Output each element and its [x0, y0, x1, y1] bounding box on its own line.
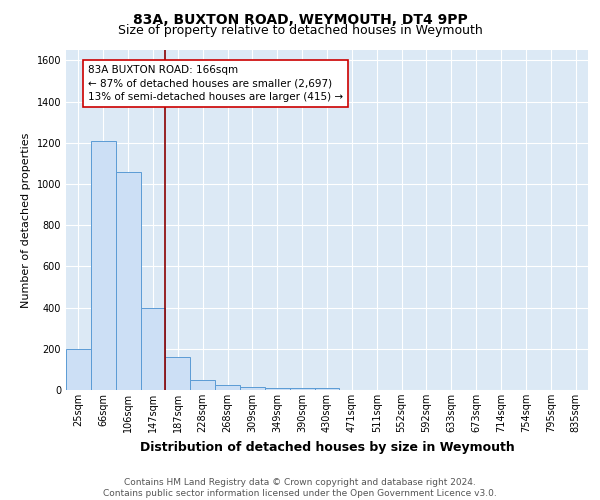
Bar — [190, 380, 215, 390]
X-axis label: Distribution of detached houses by size in Weymouth: Distribution of detached houses by size … — [140, 440, 514, 454]
Text: Size of property relative to detached houses in Weymouth: Size of property relative to detached ho… — [118, 24, 482, 37]
Text: Contains HM Land Registry data © Crown copyright and database right 2024.
Contai: Contains HM Land Registry data © Crown c… — [103, 478, 497, 498]
Text: 83A BUXTON ROAD: 166sqm
← 87% of detached houses are smaller (2,697)
13% of semi: 83A BUXTON ROAD: 166sqm ← 87% of detache… — [88, 66, 343, 102]
Bar — [290, 388, 314, 390]
Bar — [91, 140, 116, 390]
Bar — [265, 388, 290, 390]
Bar — [314, 388, 340, 390]
Text: 83A, BUXTON ROAD, WEYMOUTH, DT4 9PP: 83A, BUXTON ROAD, WEYMOUTH, DT4 9PP — [133, 12, 467, 26]
Bar — [116, 172, 140, 390]
Bar — [166, 357, 190, 390]
Bar — [215, 386, 240, 390]
Y-axis label: Number of detached properties: Number of detached properties — [21, 132, 31, 308]
Bar — [66, 349, 91, 390]
Bar — [240, 387, 265, 390]
Bar — [140, 308, 166, 390]
